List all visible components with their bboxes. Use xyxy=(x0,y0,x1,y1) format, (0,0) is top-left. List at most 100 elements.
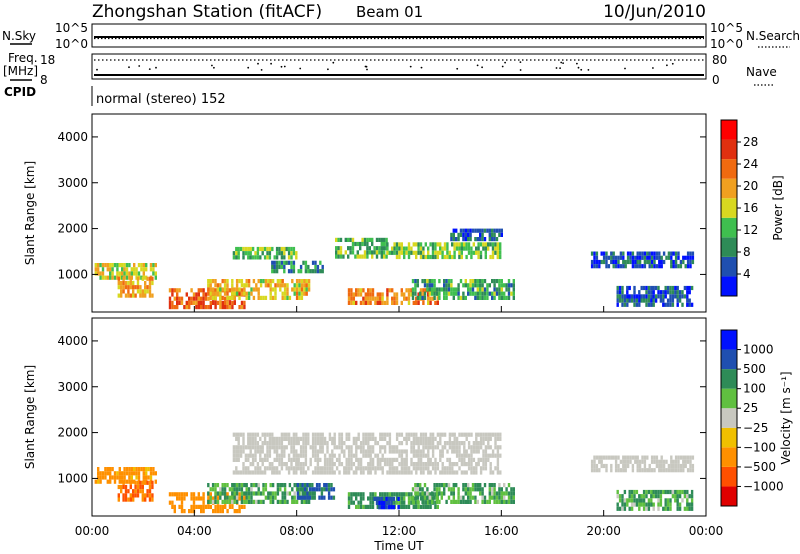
velocity-cell xyxy=(302,462,305,467)
velocity-cell xyxy=(410,445,413,450)
velocity-cell xyxy=(398,441,401,446)
power-cell xyxy=(228,295,232,300)
power-cell xyxy=(666,298,670,303)
power-cell xyxy=(178,288,181,293)
velocity-cell xyxy=(216,483,220,488)
power-cell xyxy=(283,264,286,270)
velocity-cell xyxy=(352,470,356,475)
power-cell xyxy=(431,283,434,288)
velocity-cell xyxy=(369,436,372,441)
power-cell xyxy=(118,271,121,276)
velocity-cell xyxy=(667,468,671,473)
velocity-cell xyxy=(318,483,321,488)
power-cell xyxy=(633,298,636,303)
velocity-cell xyxy=(475,445,478,450)
velocity-cell xyxy=(292,436,296,441)
velocity-cell xyxy=(152,467,155,472)
power-cell xyxy=(619,255,623,260)
velocity-cell xyxy=(452,499,455,504)
freq-tick-top: 18 xyxy=(40,53,55,67)
power-cell xyxy=(431,279,434,284)
x-tick-label: 12:00 xyxy=(382,524,417,538)
velocity-cell xyxy=(403,462,406,467)
velocity-cell xyxy=(672,459,675,464)
velocity-cell xyxy=(147,467,150,472)
power-cell xyxy=(223,279,227,284)
power-cell xyxy=(261,251,264,256)
velocity-colorbar-swatch xyxy=(721,447,737,467)
velocity-cell xyxy=(149,467,153,472)
velocity-cell xyxy=(593,463,596,469)
power-cell xyxy=(626,294,629,299)
velocity-cell xyxy=(302,436,305,441)
velocity-cell xyxy=(273,449,276,454)
velocity-cell xyxy=(655,459,659,464)
velocity-cell xyxy=(653,455,656,460)
nave-dot xyxy=(624,67,626,70)
power-cell xyxy=(385,237,388,242)
velocity-cell xyxy=(307,466,310,471)
power-cell xyxy=(614,259,618,265)
power-cell xyxy=(359,292,363,297)
power-cell xyxy=(231,295,234,300)
velocity-cell xyxy=(285,466,288,471)
velocity-cell xyxy=(283,432,286,437)
power-cell xyxy=(359,254,362,259)
velocity-cell xyxy=(287,432,291,437)
velocity-cell xyxy=(180,500,184,505)
power-cell xyxy=(295,255,298,260)
power-cell xyxy=(435,287,439,292)
power-cell xyxy=(672,251,675,256)
velocity-cell xyxy=(323,462,327,467)
velocity-cell xyxy=(479,432,483,437)
velocity-cell xyxy=(677,459,680,464)
power-cell xyxy=(202,305,205,310)
velocity-cell xyxy=(141,484,144,490)
date-label: 10/Jun/2010 xyxy=(603,2,706,22)
power-cell xyxy=(121,271,124,276)
power-cell xyxy=(476,237,479,242)
power-cell xyxy=(295,251,298,256)
velocity-cell xyxy=(299,470,303,475)
power-cell xyxy=(457,283,460,288)
velocity-cell xyxy=(238,509,241,514)
velocity-cell xyxy=(214,499,217,504)
power-cell xyxy=(111,275,114,280)
velocity-cell xyxy=(419,492,423,497)
power-cell xyxy=(280,246,284,252)
power-cell xyxy=(351,250,355,255)
nave-dot xyxy=(155,66,157,69)
velocity-cell xyxy=(147,475,150,480)
velocity-cell xyxy=(422,449,425,454)
power-cell xyxy=(307,279,311,284)
power-cell xyxy=(314,260,317,265)
velocity-cell xyxy=(338,453,341,458)
power-cell xyxy=(383,246,386,251)
power-cell xyxy=(124,293,128,298)
power-cell xyxy=(488,237,491,242)
velocity-cell xyxy=(412,449,416,454)
velocity-cell xyxy=(347,492,351,497)
power-cell xyxy=(500,295,503,300)
velocity-cell xyxy=(347,449,351,454)
velocity-cell xyxy=(400,462,404,467)
velocity-cell xyxy=(463,457,466,462)
velocity-cell xyxy=(355,466,358,471)
power-cell xyxy=(178,296,181,301)
velocity-cell xyxy=(273,441,276,446)
power-cell xyxy=(462,291,465,296)
velocity-cell xyxy=(280,449,284,454)
power-cell xyxy=(636,264,639,269)
velocity-cell xyxy=(151,493,154,498)
velocity-cell xyxy=(275,441,279,446)
power-cell xyxy=(214,295,217,300)
velocity-cell xyxy=(121,475,124,480)
velocity-cell xyxy=(622,459,625,464)
power-cell xyxy=(122,285,125,290)
power-colorbar-swatch xyxy=(721,276,737,296)
power-cell xyxy=(280,255,284,260)
power-cell xyxy=(154,263,157,268)
power-cell xyxy=(676,294,679,299)
power-cell xyxy=(180,296,184,301)
power-cell xyxy=(271,287,275,292)
